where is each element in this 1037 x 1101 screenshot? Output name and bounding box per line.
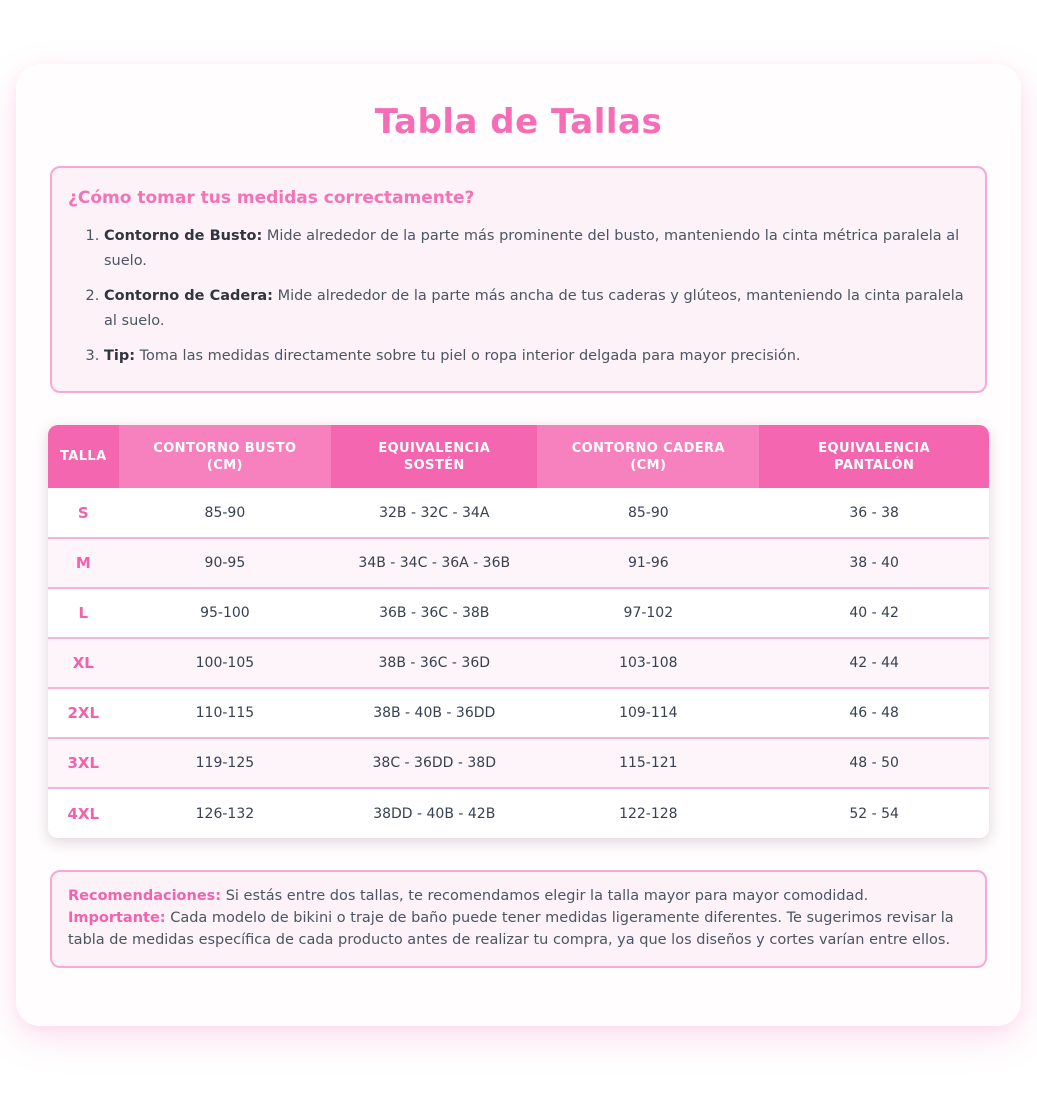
instruction-label: Contorno de Cadera:: [104, 288, 273, 304]
cadera-value: 103-108: [537, 637, 760, 688]
table-row-m: M 90-95 34B - 34C - 36A - 36B 91-96 38 -…: [48, 537, 989, 588]
instruction-text: Mide alrededor de la parte más ancha de …: [104, 288, 964, 329]
sosten-value: 32B - 32C - 34A: [331, 488, 538, 538]
table-row-s: S 85-90 32B - 32C - 34A 85-90 36 - 38: [48, 488, 989, 538]
size-label: M: [48, 537, 119, 588]
cadera-value: 109-114: [537, 687, 760, 738]
column-header-busto: CONTORNO BUSTO (CM): [118, 425, 332, 488]
busto-value: 110-115: [118, 687, 332, 738]
pantalon-value: 46 - 48: [759, 687, 989, 738]
table-row-l: L 95-100 36B - 36C - 38B 97-102 40 - 42: [48, 587, 989, 638]
column-header-sosten: EQUIVALENCIA SOSTÉN: [331, 425, 538, 488]
table-row-3xl: 3XL 119-125 38C - 36DD - 38D 115-121 48 …: [48, 737, 989, 788]
size-label: XL: [48, 637, 119, 688]
instruction-text: Toma las medidas directamente sobre tu p…: [139, 348, 801, 364]
table-row-4xl: 4XL 126-132 38DD - 40B - 42B 122-128 52 …: [48, 787, 989, 838]
size-label: L: [48, 587, 119, 638]
column-header-cadera: CONTORNO CADERA (CM): [537, 425, 760, 488]
pantalon-value: 38 - 40: [759, 537, 989, 588]
busto-value: 85-90: [118, 488, 332, 538]
instructions-heading: ¿Cómo tomar tus medidas correctamente?: [68, 188, 475, 208]
busto-value: 95-100: [118, 587, 332, 638]
cadera-value: 91-96: [537, 537, 760, 588]
note-label: Importante:: [68, 910, 166, 926]
notes-panel: Recomendaciones: Si estás entre dos tall…: [50, 870, 987, 968]
pantalon-value: 48 - 50: [759, 737, 989, 788]
column-header-talla: TALLA: [48, 425, 119, 488]
note-label: Recomendaciones:: [68, 888, 222, 904]
sosten-value: 38B - 36C - 36D: [331, 637, 538, 688]
instruction-item-tip: Tip: Toma las medidas directamente sobre…: [104, 344, 969, 369]
sosten-value: 36B - 36C - 38B: [331, 587, 538, 638]
sosten-value: 38DD - 40B - 42B: [331, 787, 538, 838]
sosten-value: 38C - 36DD - 38D: [331, 737, 538, 788]
size-label: 2XL: [48, 687, 119, 738]
column-header-pantalon: EQUIVALENCIA PANTALÓN: [759, 425, 989, 488]
cadera-value: 122-128: [537, 787, 760, 838]
busto-value: 100-105: [118, 637, 332, 688]
instructions-list: Contorno de Busto: Mide alrededor de la …: [68, 224, 969, 369]
busto-value: 126-132: [118, 787, 332, 838]
size-label: 4XL: [48, 787, 119, 838]
page-title: Tabla de Tallas: [374, 102, 663, 142]
instruction-item-busto: Contorno de Busto: Mide alrededor de la …: [104, 224, 969, 274]
cadera-value: 97-102: [537, 587, 760, 638]
size-table: TALLA CONTORNO BUSTO (CM) EQUIVALENCIA SOS…: [48, 425, 989, 838]
sosten-value: 38B - 40B - 36DD: [331, 687, 538, 738]
instruction-item-cadera: Contorno de Cadera: Mide alrededor de la…: [104, 284, 969, 334]
note-text: Cada modelo de bikini o traje de baño pu…: [68, 910, 954, 948]
instruction-text: Mide alrededor de la parte más prominent…: [104, 228, 960, 269]
size-table-container: TALLA CONTORNO BUSTO (CM) EQUIVALENCIA SOS…: [48, 425, 989, 838]
pantalon-value: 52 - 54: [759, 787, 989, 838]
pantalon-value: 40 - 42: [759, 587, 989, 638]
busto-value: 90-95: [118, 537, 332, 588]
cadera-value: 85-90: [537, 488, 760, 538]
pantalon-value: 36 - 38: [759, 488, 989, 538]
size-label: S: [48, 488, 119, 538]
size-table-header: TALLA CONTORNO BUSTO (CM) EQUIVALENCIA SOS…: [48, 425, 989, 488]
busto-value: 119-125: [118, 737, 332, 788]
table-row-2xl: 2XL 110-115 38B - 40B - 36DD 109-114 46 …: [48, 687, 989, 738]
note-importante: Importante: Cada modelo de bikini o traj…: [68, 907, 969, 951]
sosten-value: 34B - 34C - 36A - 36B: [331, 537, 538, 588]
table-row-xl: XL 100-105 38B - 36C - 36D 103-108 42 - …: [48, 637, 989, 688]
size-chart-card: Tabla de Tallas ¿Cómo tomar tus medidas …: [16, 64, 1021, 1026]
note-recomendaciones: Recomendaciones: Si estás entre dos tall…: [68, 885, 969, 907]
instructions-panel: ¿Cómo tomar tus medidas correctamente? C…: [50, 166, 987, 393]
instruction-label: Contorno de Busto:: [104, 228, 263, 244]
instruction-label: Tip:: [104, 348, 136, 364]
note-text: Si estás entre dos tallas, te recomendam…: [225, 888, 869, 904]
pantalon-value: 42 - 44: [759, 637, 989, 688]
size-label: 3XL: [48, 737, 119, 788]
cadera-value: 115-121: [537, 737, 760, 788]
